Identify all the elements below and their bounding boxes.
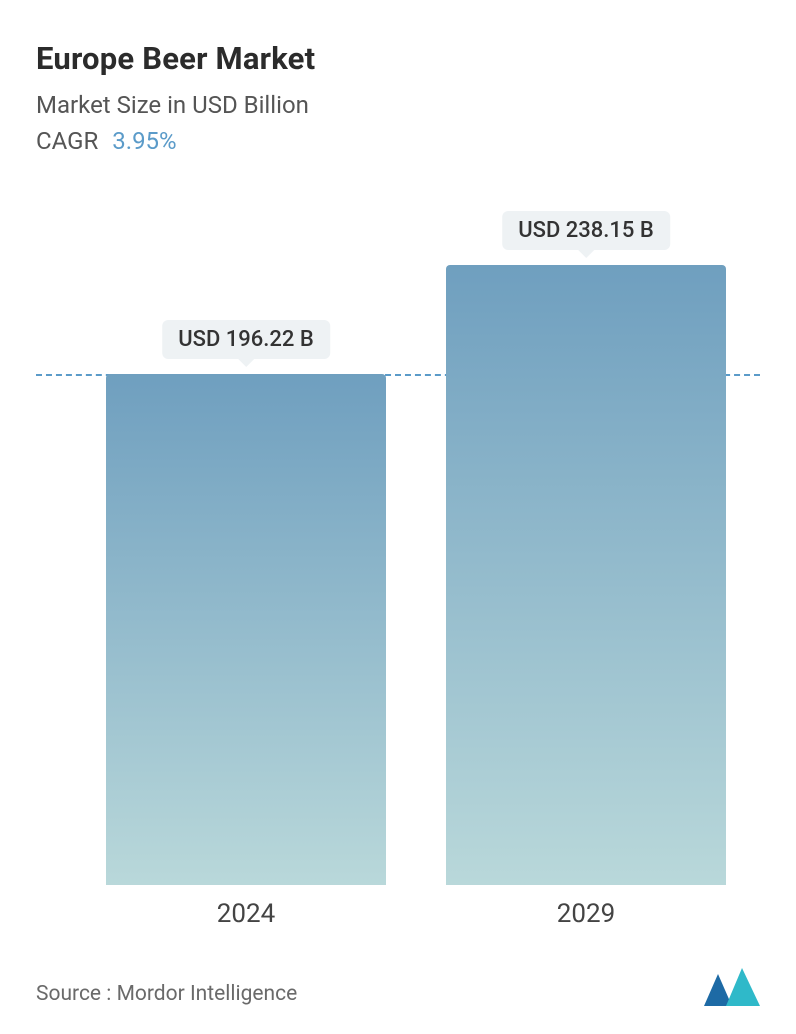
- cagr-label: CAGR: [36, 127, 98, 155]
- chart-container: Europe Beer Market Market Size in USD Bi…: [0, 0, 796, 1034]
- chart-subtitle: Market Size in USD Billion: [36, 91, 760, 119]
- chart-title: Europe Beer Market: [36, 40, 760, 77]
- bar-2029: USD 238.15 B: [446, 265, 726, 885]
- value-badge-2029: USD 238.15 B: [502, 211, 670, 250]
- x-axis-label-2029: 2029: [446, 899, 726, 929]
- value-badge-2024: USD 196.22 B: [162, 320, 330, 359]
- chart-footer: Source : Mordor Intelligence: [36, 964, 760, 1006]
- cagr-row: CAGR 3.95%: [36, 127, 760, 155]
- source-attribution: Source : Mordor Intelligence: [36, 982, 297, 1006]
- brand-logo-icon: [704, 964, 760, 1006]
- chart-plot-area: USD 196.22 B 2024 USD 238.15 B 2029: [36, 215, 760, 935]
- bar-2024: USD 196.22 B: [106, 374, 386, 885]
- cagr-value: 3.95%: [112, 127, 176, 155]
- x-axis-label-2024: 2024: [106, 899, 386, 929]
